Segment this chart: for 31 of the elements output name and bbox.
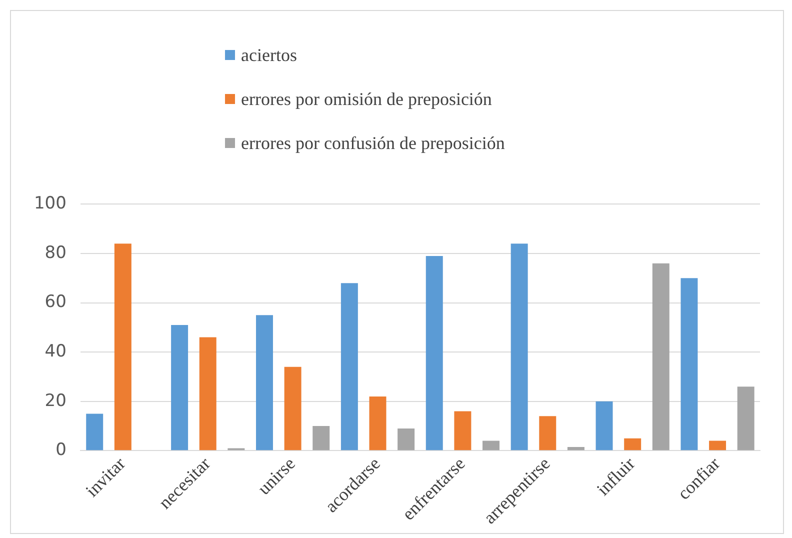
bar [284,366,302,450]
bar [510,244,528,450]
bar [596,401,613,450]
bar [624,438,642,450]
bar [86,414,104,450]
bar [171,324,188,450]
legend-label: errores por omisión de preposición [241,88,492,110]
bar [737,386,754,450]
bar [398,428,415,450]
y-tick-label: 80 [44,242,66,263]
bar [312,426,330,450]
bar [369,396,386,450]
y-tick-label: 20 [44,390,66,411]
bar [426,256,443,450]
bar [539,416,556,450]
y-tick-label: 40 [44,342,66,362]
y-tick-label: 0 [56,440,66,460]
bar [454,411,472,450]
y-tick-label: 100 [34,194,66,214]
bar [256,315,273,450]
y-tick-label: 60 [44,292,66,312]
bar [114,244,132,450]
bar [709,440,726,450]
bar [680,278,698,450]
bar [652,263,670,450]
legend-label: errores por confusión de preposición [241,132,505,154]
legend-label: aciertos [241,44,297,66]
bar [567,446,584,450]
bar [340,283,358,450]
bar [482,440,500,450]
bar [199,337,216,450]
